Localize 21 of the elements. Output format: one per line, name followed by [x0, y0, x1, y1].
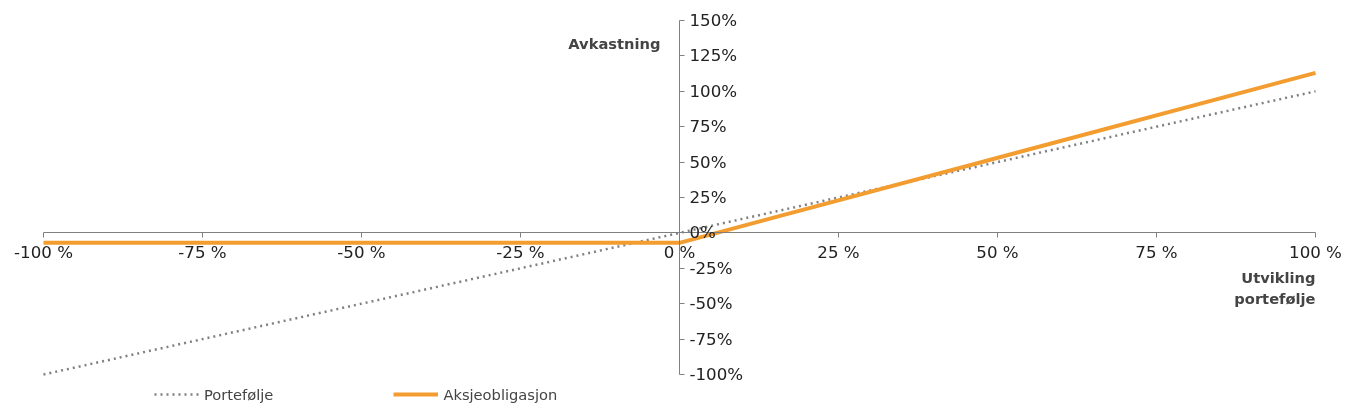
- y-axis-title: Avkastning: [568, 34, 661, 52]
- y-tick-label: 150%: [689, 11, 738, 30]
- y-tick-label: 50%: [689, 152, 727, 172]
- legend-label: Aksjeobligasjon: [443, 385, 558, 403]
- x-tick-label: -75 %: [178, 242, 227, 262]
- x-tick-label: -50 %: [337, 242, 386, 262]
- y-tick-label: -100%: [689, 365, 744, 384]
- y-tick-label: -50%: [689, 294, 733, 314]
- legend-label: Portefølje: [204, 385, 274, 403]
- y-tick-label: 25%: [689, 188, 727, 207]
- x-tick-label: 50 %: [976, 242, 1019, 262]
- x-tick-label: -100 %: [14, 242, 73, 262]
- x-tick-label: -25 %: [496, 242, 545, 262]
- y-tick-label: 100%: [689, 81, 738, 101]
- x-tick-label: 25 %: [817, 242, 860, 262]
- x-tick-label: 100 %: [1289, 242, 1342, 262]
- y-tick-label: 125%: [689, 46, 738, 66]
- y-tick-label: -75%: [689, 329, 733, 349]
- x-tick-label: 75 %: [1135, 242, 1178, 262]
- y-tick-label: 75%: [689, 117, 727, 137]
- x-axis-title: Utvikling portefølje: [1234, 269, 1316, 307]
